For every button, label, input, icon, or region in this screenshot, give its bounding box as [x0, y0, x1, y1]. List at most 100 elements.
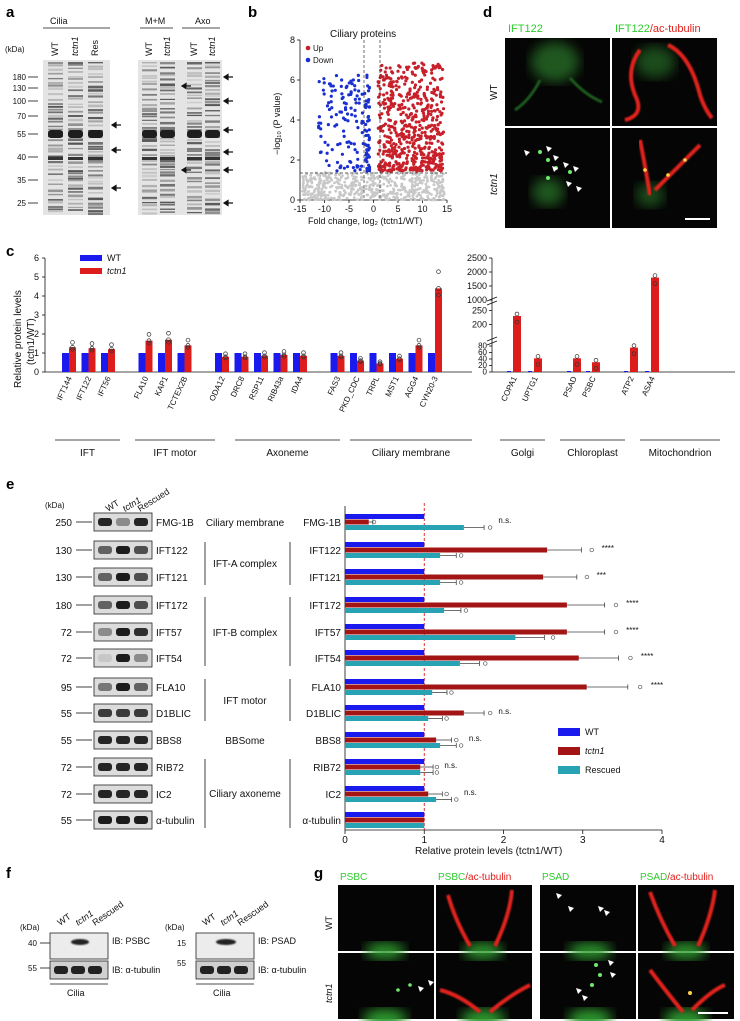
point-down: [349, 141, 353, 145]
mw-label: 130: [55, 546, 72, 557]
point-up: [422, 63, 426, 67]
replicate-point: [589, 547, 594, 553]
point-down: [324, 159, 329, 163]
replicate-point: [377, 359, 383, 364]
point-up: [435, 132, 440, 136]
replicate-point: [449, 690, 454, 695]
replicate-point: [535, 354, 541, 359]
point-down: [365, 75, 369, 80]
point-up: [425, 126, 429, 130]
band: [68, 76, 83, 78]
band: [134, 518, 148, 526]
point-up: [439, 90, 443, 94]
cilia-label: Cilia: [67, 988, 85, 998]
replicate-point: [185, 337, 191, 343]
bar-tctn1: [513, 316, 521, 372]
bar-tctn1: [300, 355, 307, 372]
bar-wt: [350, 353, 357, 372]
protein-label: D1BLIC: [156, 709, 191, 720]
point-up: [388, 118, 393, 123]
band: [48, 105, 63, 108]
bar-rescued: [345, 525, 464, 530]
point-up: [381, 93, 386, 97]
band: [205, 169, 220, 172]
bar-tctn1: [345, 629, 567, 635]
point-up: [410, 80, 414, 84]
replicate-point: [631, 343, 637, 348]
arrow-icon: [110, 146, 121, 154]
point-ns: [313, 194, 317, 197]
band: [187, 157, 202, 160]
point-ns: [401, 175, 405, 179]
point-up: [392, 163, 396, 168]
category-label: BBSome: [225, 736, 265, 747]
point-up: [420, 156, 425, 160]
point-ns: [312, 190, 316, 194]
replicate-point: [358, 356, 363, 361]
significance-label: ****: [641, 652, 653, 661]
point-down: [367, 155, 371, 159]
band: [68, 114, 83, 118]
bar-wt: [389, 353, 396, 372]
point-down: [353, 108, 357, 112]
band: [187, 79, 202, 81]
volcano-ticks: -15 -10 -5 0 5 10 15 0 2 4 6 8: [290, 35, 452, 214]
point-up: [401, 106, 405, 110]
point-down: [341, 129, 346, 133]
band: [88, 124, 103, 127]
point-down: [356, 157, 360, 161]
point-up: [376, 84, 380, 88]
point-ns: [402, 196, 406, 200]
bar-wt: [177, 353, 185, 372]
band: [187, 211, 202, 214]
band: [142, 119, 157, 122]
point-ns: [305, 183, 309, 187]
arrow-icon: [222, 148, 233, 156]
point-up: [402, 146, 407, 151]
point-ns: [376, 177, 380, 181]
bar-tctn1: [280, 354, 288, 372]
replicate-point: [166, 337, 171, 342]
bar-rescued: [345, 743, 441, 748]
bar-tctn1: [184, 345, 192, 372]
band: [160, 93, 175, 95]
point-up: [397, 93, 401, 97]
point-up: [389, 144, 393, 148]
point-ns: [321, 185, 325, 189]
point-down: [333, 88, 337, 92]
point-up: [424, 117, 429, 121]
lane-label: WT: [55, 911, 73, 928]
point-up: [419, 101, 423, 105]
band: [160, 116, 175, 119]
band: [98, 601, 112, 609]
point-ns: [337, 195, 340, 199]
point-up: [405, 140, 409, 144]
point-up: [405, 156, 409, 160]
point-up: [427, 146, 431, 151]
band: [68, 147, 83, 150]
point-up: [420, 131, 424, 135]
point-down: [334, 73, 339, 78]
point-ns: [395, 191, 399, 195]
band: [88, 159, 103, 162]
band: [160, 208, 175, 210]
band: [160, 151, 175, 155]
bar-wt: [345, 759, 425, 764]
bar-tctn1: [345, 519, 369, 525]
point-ns: [425, 185, 429, 188]
group-label: Ciliary membrane: [372, 448, 451, 459]
group-label: Golgi: [511, 448, 534, 459]
point-up: [414, 120, 418, 124]
point-ns: [400, 183, 404, 187]
band: [88, 130, 103, 138]
point-up: [412, 142, 416, 146]
replicate-point: [242, 351, 248, 357]
replicate-point: [397, 353, 402, 359]
band: [88, 154, 103, 158]
lane-label: Rescued: [90, 899, 125, 928]
point-up: [435, 118, 439, 122]
wt-ift122-signal: [514, 42, 603, 112]
bar-wt: [158, 353, 165, 372]
band: [48, 62, 63, 65]
point-ns: [335, 185, 338, 189]
